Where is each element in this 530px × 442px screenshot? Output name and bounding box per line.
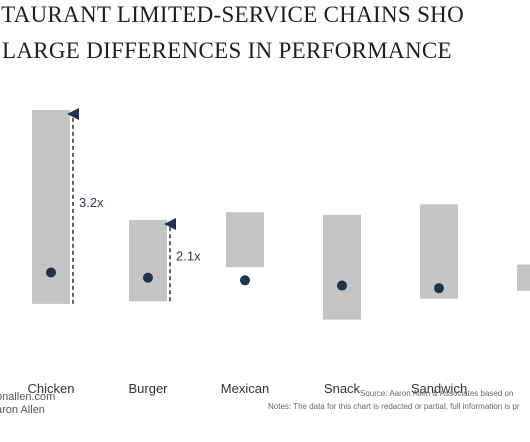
category-label-snack: Snack — [324, 381, 361, 396]
median-dot-sandwich — [434, 283, 444, 294]
chart-title-line2: LARGE DIFFERENCES IN PERFORMANCE — [2, 38, 452, 63]
range-bar-snack — [323, 214, 361, 320]
median-dot-snack — [337, 280, 347, 291]
category-label-sandwich: Sandwich — [411, 381, 467, 396]
spread-label-chicken: 3.2x — [79, 195, 104, 210]
median-dot-chicken — [46, 267, 56, 278]
range-bar-mexican — [226, 212, 264, 268]
range-bar-burger — [129, 220, 167, 302]
chart-title-line1: STAURANT LIMITED-SERVICE CHAINS SHO — [0, 2, 464, 27]
category-label-burger: Burger — [128, 381, 168, 396]
footer-website: onallen.com — [0, 391, 56, 403]
category-label-mexican: Mexican — [221, 381, 269, 396]
category-label-chicken: Chicken — [28, 381, 75, 396]
source-note: Source: Aaron Allen & Associates based o… — [360, 389, 514, 398]
median-dot-mexican — [240, 275, 250, 286]
footer-author: aron Allen — [0, 404, 45, 416]
range-bar-sandwich — [420, 204, 458, 299]
spread-label-burger: 2.1x — [176, 249, 201, 264]
range-bar-p — [517, 264, 530, 291]
notes-text: Notes: The data for this chart is redact… — [268, 402, 520, 411]
median-dot-burger — [143, 272, 153, 283]
